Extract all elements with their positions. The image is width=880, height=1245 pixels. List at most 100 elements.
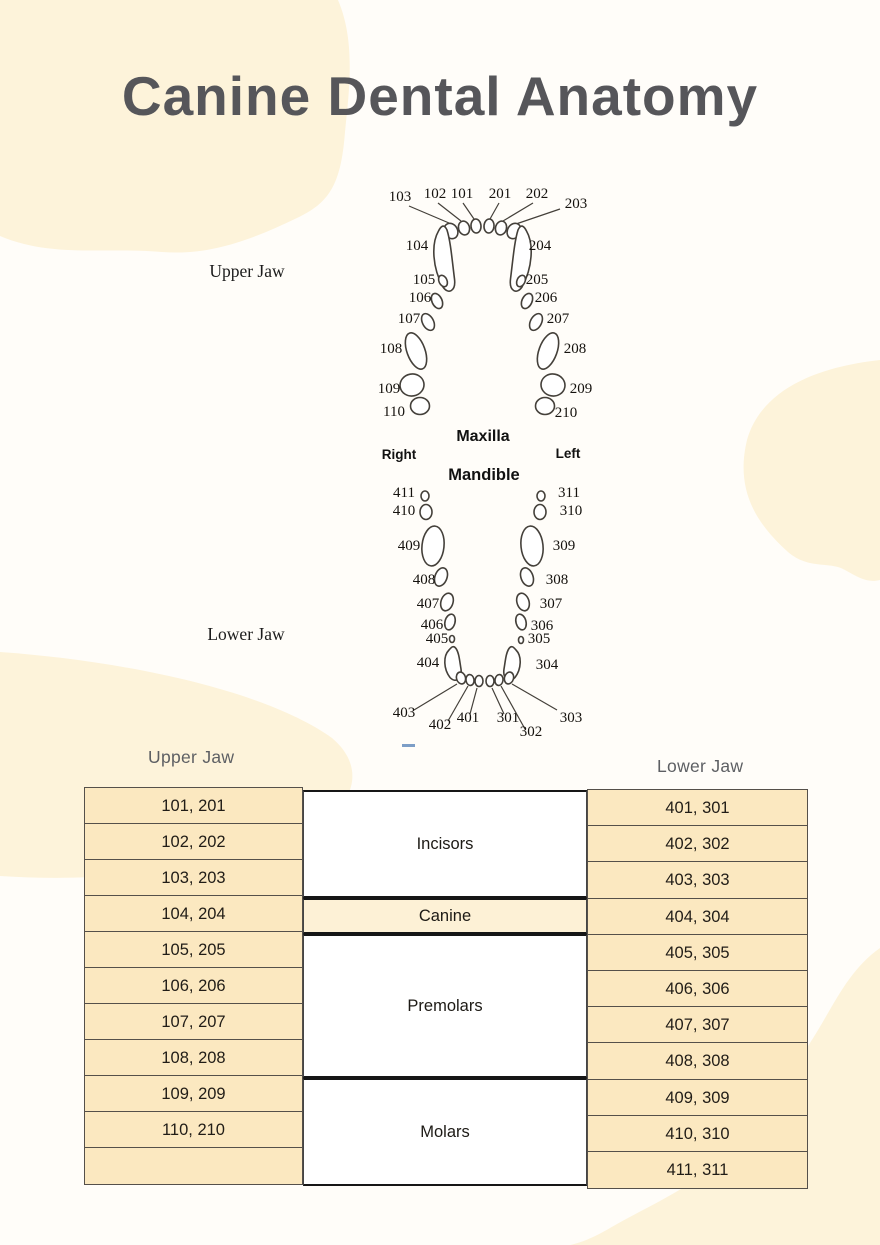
tooth-101 [470,218,482,234]
jaw-line-art: 101 201 102 202 103 203 104 204 105 205 106 206 107 2… [207,186,592,747]
lower-jaw-table-label: Lower Jaw [657,756,744,776]
table-row: 411, 311 [588,1151,807,1189]
tooth-number-407: 407 [417,596,440,612]
tooth-411 [420,490,430,502]
tooth-type-cell: Canine [303,898,587,934]
blue-dash [402,744,415,747]
tooth-309 [520,525,544,567]
tooth-109 [399,373,425,397]
table-row: 106, 206 [85,968,302,1004]
tooth-number-404: 404 [417,655,440,671]
tooth-105 [437,274,449,288]
leader-line-403 [413,683,458,711]
table-row: 109, 209 [85,1076,302,1112]
tooth-number-303: 303 [560,710,583,726]
table-row: 409, 309 [588,1079,807,1116]
leader-line-103 [408,205,450,224]
page-title: Canine Dental Anatomy [121,65,759,127]
upper-jaw-table-label: Upper Jaw [148,747,235,767]
table-row [85,1148,302,1184]
tooth-type-column: Incisors Canine Premolars Molars [303,790,587,1186]
anatomy-label: Right [382,447,417,462]
anatomy-label: Mandible [448,466,520,484]
tooth-201 [483,218,495,234]
tooth-number-405: 405 [426,631,449,647]
tooth-number-307: 307 [540,596,563,612]
tooth-210 [534,396,556,416]
tooth-208 [536,332,560,370]
tooth-202 [494,220,508,236]
tooth-number-202: 202 [526,186,549,202]
tooth-number-409: 409 [398,538,421,554]
table-row: 406, 306 [588,970,807,1008]
anatomy-label: Maxilla [456,428,509,445]
tooth-number-104: 104 [406,238,429,254]
tooth-number-304: 304 [536,657,559,673]
tooth-number-103: 103 [389,189,412,205]
tooth-303 [503,671,515,685]
tooth-104 [433,225,456,292]
tooth-number-406: 406 [421,617,444,633]
tooth-204 [509,225,532,292]
leader-line-101 [462,202,475,220]
tooth-number-301: 301 [497,710,520,726]
tooth-number-207: 207 [547,311,570,327]
upper-jaw-column: 101, 201 102, 202 103, 203 104, 204 105, 205… [84,787,303,1185]
tooth-404 [444,645,462,681]
leader-line-301 [491,687,505,715]
leader-line-202 [502,202,534,222]
leader-line-102 [437,202,462,222]
table-row: 110, 210 [85,1112,302,1148]
table-row: 101, 201 [85,788,302,824]
tooth-401 [474,674,484,688]
tooth-number-411: 411 [393,485,415,501]
tooth-number-101: 101 [451,186,474,202]
tooth-number-310: 310 [560,503,583,519]
table-row: 107, 207 [85,1004,302,1040]
tooth-311 [536,490,546,502]
tooth-number-401: 401 [457,710,480,726]
tooth-number-109: 109 [378,381,401,397]
leader-line-203 [515,208,561,225]
tooth-number-110: 110 [383,404,405,420]
leader-line-302 [500,685,526,730]
tooth-409 [421,525,445,567]
tooth-number-402: 402 [429,717,452,733]
tooth-110 [409,396,431,416]
table-row: 403, 303 [588,862,807,899]
table-row: 402, 302 [588,826,807,863]
table-row: 401, 301 [588,790,807,827]
tooth-307 [515,592,531,612]
tooth-number-206: 206 [535,290,558,306]
tooth-number-302: 302 [520,724,543,740]
tooth-number-403: 403 [393,705,416,721]
table-row: 405, 305 [588,934,807,971]
tooth-405 [448,634,456,644]
tooth-209 [540,373,566,397]
tooth-number-107: 107 [398,311,421,327]
tooth-305 [517,635,525,645]
table-row: 408, 308 [588,1043,807,1080]
tooth-number-305: 305 [528,631,551,647]
tooth-403 [455,671,467,685]
tooth-number-408: 408 [413,572,436,588]
tooth-102 [457,220,471,236]
tooth-number-311: 311 [558,485,580,501]
tooth-number-204: 204 [529,238,552,254]
tooth-308 [519,567,535,587]
tooth-206 [520,292,534,310]
table-row: 407, 307 [588,1007,807,1044]
tooth-number-105: 105 [413,272,436,288]
tooth-number-205: 205 [526,272,549,288]
tooth-407 [439,592,455,612]
tooth-408 [433,567,449,587]
anatomy-label: Left [556,446,581,461]
tooth-number-208: 208 [564,341,587,357]
tooth-number-309: 309 [553,538,576,554]
tooth-number-201: 201 [489,186,512,202]
tooth-107 [420,312,436,332]
tooth-301 [485,674,495,688]
tooth-306 [514,613,528,631]
tooth-406 [443,613,457,631]
tooth-type-cell: Molars [303,1078,587,1186]
